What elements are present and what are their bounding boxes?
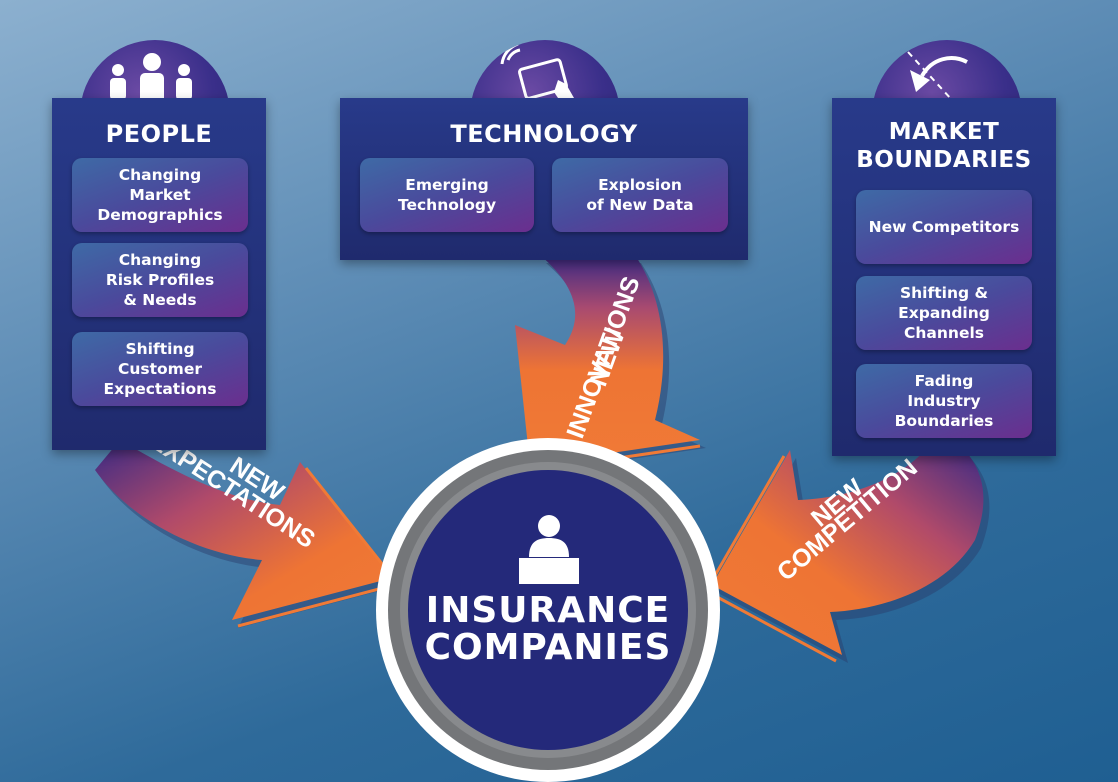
people-title: PEOPLE <box>105 120 213 148</box>
arrow-new-competition: NEW COMPETITION <box>703 445 990 663</box>
market-item-boundaries: Fading Industry Boundaries <box>856 364 1032 438</box>
touchscreen-icon <box>500 42 574 104</box>
market-item-channels: Shifting & Expanding Channels <box>856 276 1032 350</box>
market-panel: MARKET BOUNDARIES New Competitors Shifti… <box>832 98 1056 456</box>
market-title: MARKET BOUNDARIES <box>856 119 1032 173</box>
desk-person-icon <box>519 515 579 584</box>
center-title-line2: COMPANIES <box>424 627 672 668</box>
center-title-line1: INSURANCE <box>425 590 671 631</box>
technology-title: TECHNOLOGY <box>450 120 638 148</box>
market-item-competitors: New Competitors <box>856 190 1032 264</box>
people-icon <box>110 53 192 103</box>
people-item-expectations: Shifting Customer Expectations <box>72 332 248 406</box>
people-item-risk-profiles: Changing Risk Profiles & Needs <box>72 243 248 317</box>
technology-panel: TECHNOLOGY Emerging Technology Explosion… <box>340 98 748 260</box>
technology-item-emerging: Emerging Technology <box>360 158 534 232</box>
people-panel: PEOPLE Changing Market Demographics Chan… <box>52 98 266 450</box>
technology-item-data: Explosion of New Data <box>552 158 728 232</box>
insurance-companies-circle <box>376 438 720 782</box>
curved-arrow-icon <box>907 51 968 101</box>
people-item-demographics: Changing Market Demographics <box>72 158 248 232</box>
arrow-new-expectations: NEW EXPECTATIONS <box>95 427 401 628</box>
arrow-new-innovations: NEW INNOVATIONS <box>515 255 706 473</box>
